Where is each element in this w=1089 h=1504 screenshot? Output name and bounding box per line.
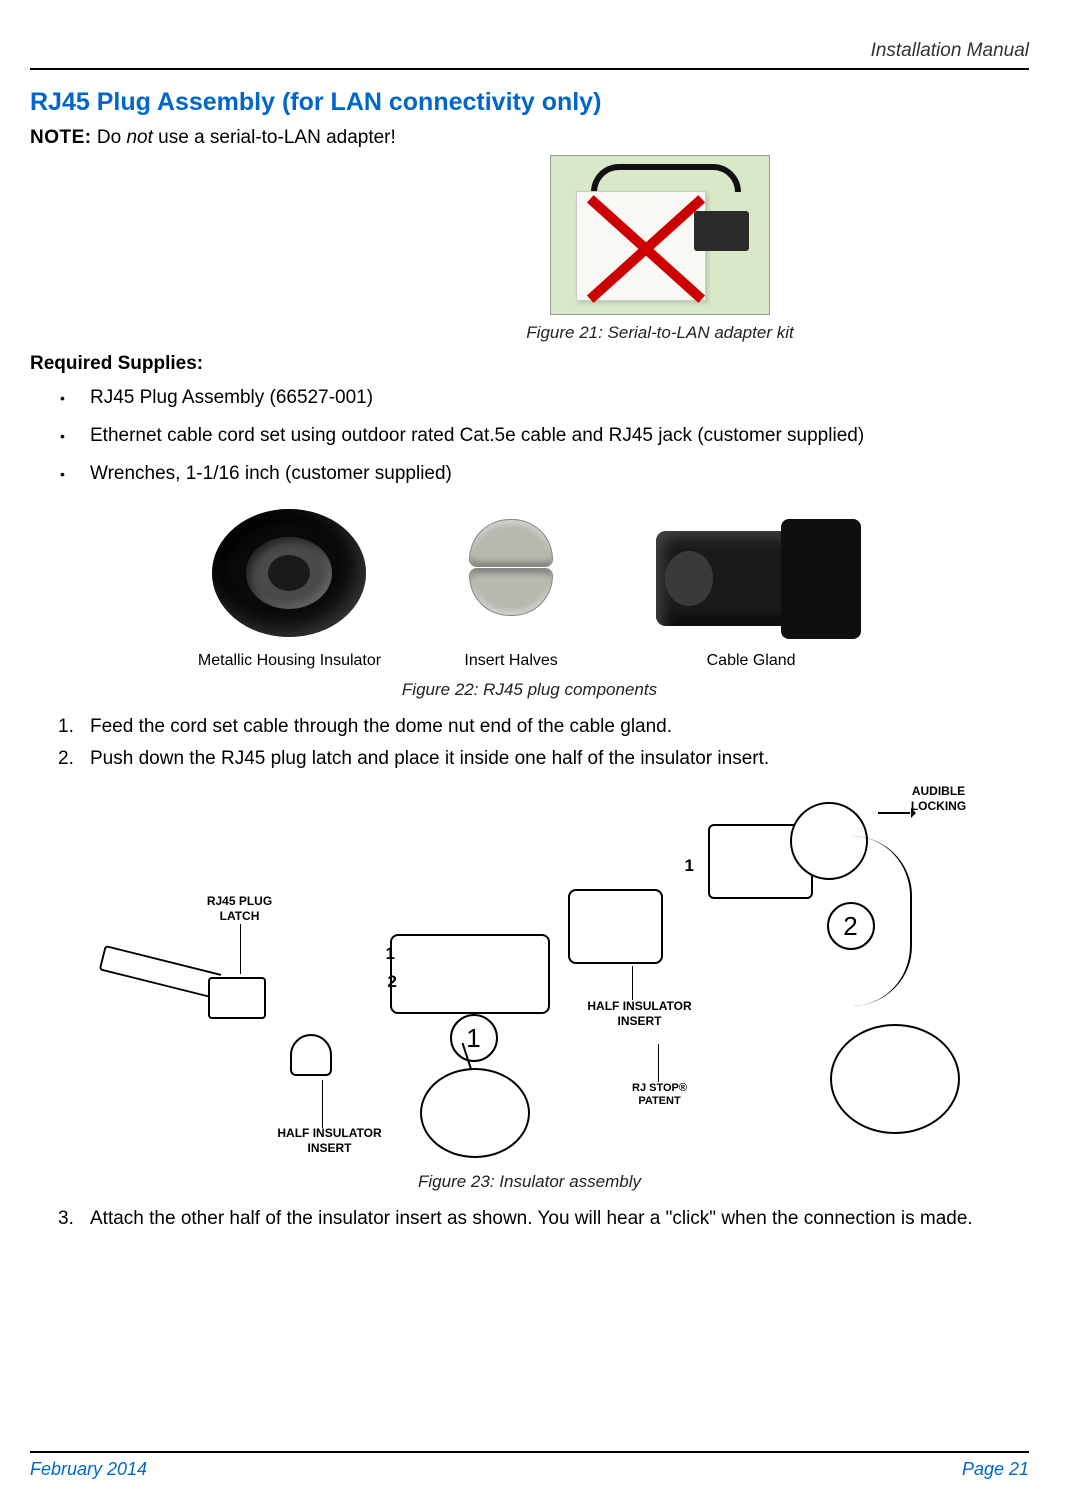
step-1: Feed the cord set cable through the dome… [90,716,1029,738]
note-text-em: not [126,127,152,148]
footer-date: February 2014 [30,1459,147,1480]
figure-22-label-2: Insert Halves [451,652,571,670]
note-label: NOTE: [30,127,92,148]
figure-21: Figure 21: Serial-to-LAN adapter kit [510,155,810,343]
list-item: Ethernet cable cord set using outdoor ra… [90,425,1029,447]
small-number: 2 [388,972,397,992]
label-half-insulator-1: HALF INSULATOR INSERT [265,1126,395,1156]
label-half-insulator-2: HALF INSULATOR INSERT [575,999,705,1029]
figure-21-image [550,155,770,315]
figure-22-label-1: Metallic Housing Insulator [198,652,381,670]
note-text-pre: Do [97,127,127,148]
running-header: Installation Manual [30,40,1029,70]
required-supplies-heading: Required Supplies: [30,353,1029,375]
page-footer: February 2014 Page 21 [30,1451,1029,1480]
cable-gland-image [641,501,861,646]
section-title: RJ45 Plug Assembly (for LAN connectivity… [30,88,1029,117]
small-number: 1 [685,856,694,876]
label-rj45-plug-latch: RJ45 PLUG LATCH [195,894,285,924]
list-item: Wrenches, 1-1/16 inch (customer supplied… [90,463,1029,485]
figure-23: AUDIBLE LOCKING RJ45 PLUG LATCH HALF INS… [90,784,970,1164]
note-text-post: use a serial-to-LAN adapter! [153,127,396,148]
leader-arrow-icon [878,812,910,814]
circled-number-2: 2 [827,902,875,950]
step-2: Push down the RJ45 plug latch and place … [90,748,1029,770]
label-rj-stop: RJ STOP® PATENT [620,1082,700,1110]
figure-23-caption: Figure 23: Insulator assembly [30,1172,1029,1192]
note-line: NOTE: Do not use a serial-to-LAN adapter… [30,127,396,149]
figure-22: Metallic Housing Insulator Insert Halves… [30,501,1029,670]
steps-list-1-2: Feed the cord set cable through the dome… [30,716,1029,770]
step-3: Attach the other half of the insulator i… [90,1208,1029,1230]
metallic-housing-image [204,501,374,646]
figure-22-label-3: Cable Gland [641,652,861,670]
figure-21-caption: Figure 21: Serial-to-LAN adapter kit [510,323,810,343]
small-number: 1 [386,944,395,964]
insert-halves-image [451,501,571,646]
supplies-list: RJ45 Plug Assembly (66527-001) Ethernet … [30,387,1029,485]
figure-22-caption: Figure 22: RJ45 plug components [30,680,1029,700]
list-item: RJ45 Plug Assembly (66527-001) [90,387,1029,409]
label-audible-locking: AUDIBLE LOCKING [898,784,980,814]
footer-page: Page 21 [962,1459,1029,1480]
manual-title: Installation Manual [871,40,1029,61]
circled-number-1: 1 [450,1014,498,1062]
steps-list-3: Attach the other half of the insulator i… [30,1208,1029,1230]
